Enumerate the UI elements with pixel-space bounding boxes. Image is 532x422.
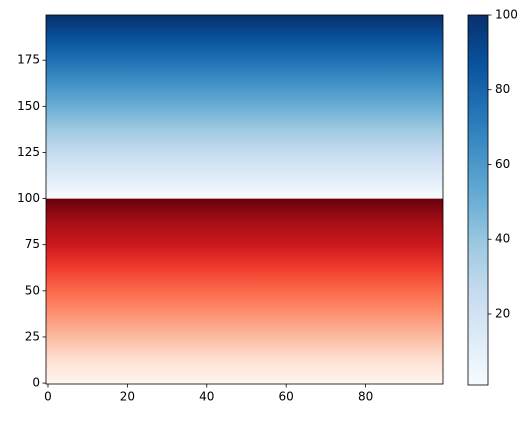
x-tick-label: 20 bbox=[120, 390, 135, 404]
x-tick-label: 80 bbox=[358, 390, 373, 404]
y-tick-label: 75 bbox=[25, 237, 40, 251]
colorbar-tick-label: 60 bbox=[495, 157, 510, 171]
colorbar-tick-label: 80 bbox=[495, 82, 510, 96]
x-tick-label: 0 bbox=[44, 390, 52, 404]
colorbar-tick-label: 20 bbox=[495, 306, 510, 320]
y-tick-label: 25 bbox=[25, 329, 40, 343]
heatmap-layer bbox=[46, 15, 443, 199]
x-tick-label: 40 bbox=[199, 390, 214, 404]
colorbar bbox=[467, 14, 489, 386]
y-tick-label: 125 bbox=[17, 145, 40, 159]
y-tick-label: 150 bbox=[17, 99, 40, 113]
plot-frame bbox=[45, 14, 444, 385]
y-tick-label: 175 bbox=[17, 53, 40, 67]
y-tick-label: 100 bbox=[17, 191, 40, 205]
colorbar-tick-label: 40 bbox=[495, 232, 510, 246]
colorbar-tick-label: 100 bbox=[495, 8, 518, 22]
x-tick-label: 60 bbox=[279, 390, 294, 404]
heatmap-layer bbox=[46, 198, 443, 384]
y-tick-label: 50 bbox=[25, 283, 40, 297]
y-tick-label: 0 bbox=[32, 376, 40, 390]
